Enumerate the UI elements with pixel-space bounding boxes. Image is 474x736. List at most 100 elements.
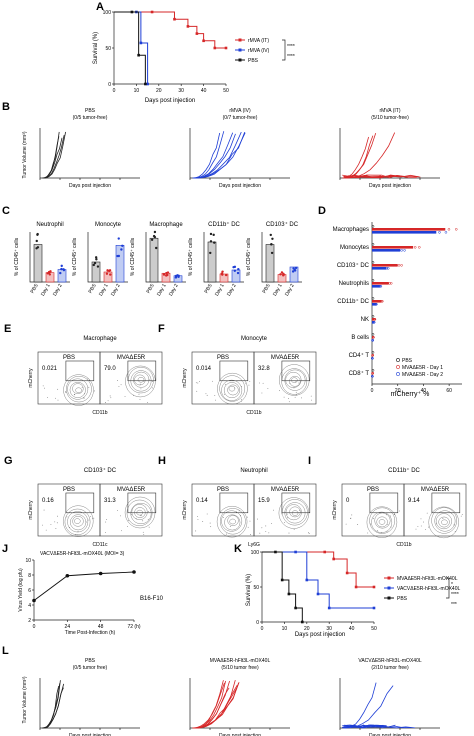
group-subtitle: (0/5 tumor-free) — [73, 115, 108, 121]
bar — [372, 354, 373, 357]
flow-ylabel: mCherry — [28, 500, 34, 520]
flow-density-contour — [428, 506, 459, 539]
legend-label: MVAΔE5R - Day 1 — [402, 365, 443, 371]
flow-event-dot — [56, 522, 58, 524]
panel-l-ylabel: Tumor Volume (mm³) — [22, 676, 28, 723]
flow-density-contour — [64, 508, 91, 535]
flow-event-dot — [308, 512, 310, 513]
flow-event-dot — [454, 530, 456, 532]
flow-title: CD103⁺ DC — [84, 467, 117, 474]
flow-gate-value: 9.14 — [408, 498, 420, 504]
data-point — [95, 258, 98, 261]
flow-density-contour — [63, 374, 94, 406]
tumor-growth-line — [43, 135, 65, 179]
flow-gate — [65, 492, 95, 514]
tumor-growth-line — [43, 131, 66, 179]
flow-event-dot — [301, 397, 302, 399]
legend-label: VACVΔE5R-hFlt3L-mOX40L — [397, 586, 460, 592]
data-point — [384, 282, 388, 285]
panel-j-ylabel: Virus Yield (log pfu) — [18, 568, 24, 612]
subplot-title: Monocyte — [95, 222, 122, 228]
flow-event-dot — [283, 396, 285, 398]
flow-title: Macrophage — [83, 336, 117, 342]
flow-xlabel: Ly6G — [248, 542, 260, 548]
x-tick-label: 50 — [371, 626, 377, 632]
flow-condition-label: MVAΔE5R — [421, 487, 450, 493]
sig-bracket — [446, 577, 450, 599]
flow-event-dot — [224, 393, 225, 395]
legend-label: MVAΔE5R-hFlt3L-mOX40L — [397, 576, 458, 582]
x-tick-label: 0 — [261, 626, 264, 632]
flow-event-dot — [261, 527, 263, 529]
data-point — [371, 297, 375, 300]
flow-event-dot — [367, 532, 369, 534]
flow-density-contour — [366, 506, 398, 538]
data-point — [371, 225, 375, 228]
flow-event-dot — [140, 388, 142, 390]
legend-marker — [238, 48, 242, 52]
data-point — [209, 240, 213, 243]
y-tick-label: 2 — [28, 618, 31, 624]
row-label: B cells — [351, 335, 369, 341]
flow-density-contour — [70, 514, 87, 531]
flow-event-dot — [308, 533, 310, 534]
flow-event-dot — [54, 521, 56, 523]
flow-ylabel: mCherry — [182, 368, 188, 388]
bar — [372, 228, 446, 231]
flow-gate — [281, 492, 311, 514]
data-point — [291, 270, 295, 273]
data-point — [164, 274, 168, 277]
panel-h-letter: H — [158, 455, 166, 467]
flow-density-contour — [281, 368, 308, 395]
flow-density-contour — [69, 382, 86, 398]
series-point — [372, 606, 376, 610]
data-point — [174, 276, 178, 279]
flow-event-dot — [381, 532, 383, 534]
x-tick-label: 50 — [223, 88, 229, 94]
flow-density-contour — [72, 515, 84, 527]
flow-event-dot — [390, 515, 392, 517]
flow-density-contour — [126, 499, 153, 526]
tumor-growth-line — [343, 685, 394, 729]
flow-event-dot — [140, 515, 142, 517]
axis-lines — [113, 12, 226, 85]
flow-condition-label: PBS — [217, 355, 229, 361]
flow-density-contour — [221, 379, 243, 401]
data-point — [438, 231, 441, 234]
flow-density-contour — [128, 367, 154, 394]
tumor-growth-line — [343, 174, 419, 179]
group-subtitle: (0/7 tumor-free) — [223, 115, 258, 121]
series-point — [323, 550, 327, 554]
tumor-growth-line — [44, 685, 60, 729]
axis-lines — [189, 678, 290, 729]
flow-event-dot — [281, 513, 282, 515]
flow-gate-value: 79.0 — [104, 366, 116, 372]
flow-event-dot — [250, 534, 251, 535]
flow-condition-label: MVAΔE5R — [271, 355, 300, 361]
data-point — [447, 228, 451, 231]
flow-event-dot — [249, 381, 251, 382]
legend-label: PBS — [397, 596, 408, 602]
flow-event-dot — [461, 513, 463, 515]
flow-event-dot — [436, 523, 438, 525]
flow-density-contour — [72, 383, 84, 394]
flow-gate-value: 15.9 — [258, 498, 270, 504]
y-tick-label: 100 — [103, 10, 112, 16]
row-label: CD8⁺ T — [349, 370, 370, 377]
series-point — [287, 592, 291, 596]
flow-event-dot — [240, 515, 241, 516]
flow-event-dot — [85, 521, 87, 523]
series-point — [372, 585, 376, 589]
data-point — [397, 249, 401, 252]
axis-lines — [145, 232, 186, 283]
flow-panels: EMacrophagemCherryCD11bPBS0.021MVAΔE5R79… — [4, 323, 467, 548]
series-line-2 — [114, 11, 146, 84]
bar — [372, 249, 401, 252]
row-label: CD4⁺ T — [349, 352, 370, 359]
bar — [207, 241, 217, 283]
data-point — [400, 249, 403, 252]
data-point — [388, 282, 391, 285]
subplot-ylabel: % of CD45⁺ cells — [130, 237, 136, 276]
series-point — [132, 570, 136, 574]
panel-d-letter: D — [318, 205, 326, 217]
